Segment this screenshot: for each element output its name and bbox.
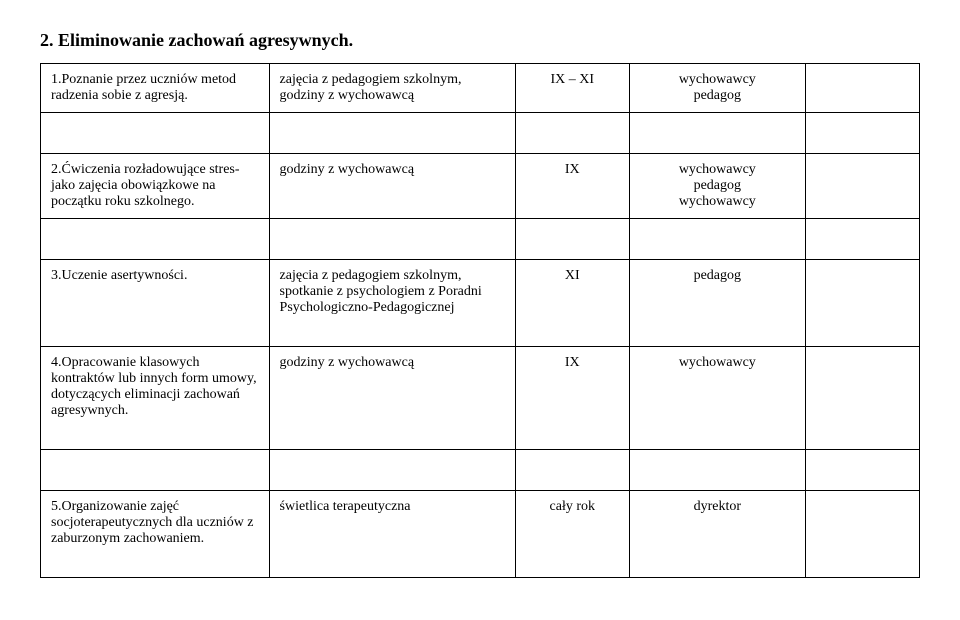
cell-activity: godziny z wychowawcą: [269, 154, 515, 219]
cell-notes: [805, 154, 919, 219]
table-spacer: [41, 450, 920, 491]
table-row: 2.Ćwiczenia rozładowujące stres- jako za…: [41, 154, 920, 219]
cell-topic: 3.Uczenie asertywności.: [41, 260, 270, 347]
cell-activity: zajęcia z pedagogiem szkolnym, spotkanie…: [269, 260, 515, 347]
cell-period: IX: [515, 347, 629, 450]
table-spacer: [41, 219, 920, 260]
table-row: 3.Uczenie asertywności. zajęcia z pedago…: [41, 260, 920, 347]
table-row: 5.Organizowanie zajęć socjoterapeutyczny…: [41, 491, 920, 578]
cell-period: XI: [515, 260, 629, 347]
cell-period: cały rok: [515, 491, 629, 578]
cell-activity: godziny z wychowawcą: [269, 347, 515, 450]
cell-responsible: dyrektor: [629, 491, 805, 578]
cell-responsible: pedagog: [629, 260, 805, 347]
table-row: 4.Opracowanie klasowych kontraktów lub i…: [41, 347, 920, 450]
table-spacer: [41, 113, 920, 154]
table-row: 1.Poznanie przez uczniów metod radzenia …: [41, 64, 920, 113]
cell-activity: świetlica terapeutyczna: [269, 491, 515, 578]
cell-topic: 5.Organizowanie zajęć socjoterapeutyczny…: [41, 491, 270, 578]
cell-responsible: wychowawcypedagog: [629, 64, 805, 113]
cell-activity: zajęcia z pedagogiem szkolnym, godziny z…: [269, 64, 515, 113]
cell-period: IX – XI: [515, 64, 629, 113]
cell-notes: [805, 64, 919, 113]
cell-notes: [805, 491, 919, 578]
cell-notes: [805, 347, 919, 450]
cell-topic: 1.Poznanie przez uczniów metod radzenia …: [41, 64, 270, 113]
cell-topic: 4.Opracowanie klasowych kontraktów lub i…: [41, 347, 270, 450]
cell-topic: 2.Ćwiczenia rozładowujące stres- jako za…: [41, 154, 270, 219]
behaviors-table: 1.Poznanie przez uczniów metod radzenia …: [40, 63, 920, 578]
cell-responsible: wychowawcypedagogwychowawcy: [629, 154, 805, 219]
cell-responsible: wychowawcy: [629, 347, 805, 450]
cell-period: IX: [515, 154, 629, 219]
section-title: 2. Eliminowanie zachowań agresywnych.: [40, 30, 920, 51]
cell-notes: [805, 260, 919, 347]
